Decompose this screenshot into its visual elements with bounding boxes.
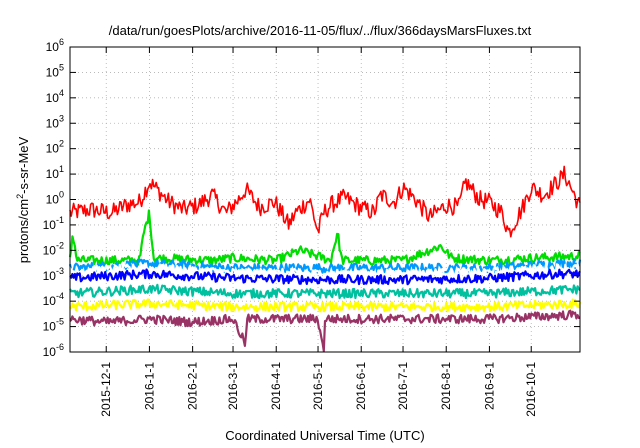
y-axis-label-suffix: -s-sr-MeV: [16, 136, 31, 193]
y-tick-exponent: -5: [56, 317, 64, 327]
y-tick-exponent: -3: [56, 266, 64, 276]
series-line: [69, 298, 582, 313]
y-tick-label: 102: [46, 139, 64, 156]
x-tick-label: 2016-8-1: [439, 362, 453, 410]
y-tick-exponent: 2: [59, 139, 64, 149]
x-tick-label: 2016-5-1: [311, 362, 325, 410]
y-tick-label: 10-1: [43, 215, 64, 232]
y-tick-label: 10-3: [43, 266, 64, 283]
y-tick-base: 10: [46, 142, 60, 156]
x-tick-label: 2016-4-1: [269, 362, 283, 410]
x-tick-label: 2016-3-1: [226, 362, 240, 410]
x-axis-label: Coordinated Universal Time (UTC): [225, 428, 424, 443]
chart-title: /data/run/goesPlots/archive/2016-11-05/f…: [109, 23, 532, 38]
series-group: [68, 165, 582, 353]
y-tick-base: 10: [43, 269, 57, 283]
y-tick-label: 105: [46, 62, 64, 79]
y-tick-label: 10-4: [43, 291, 64, 308]
y-tick-label: 103: [46, 113, 64, 130]
series-line: [68, 209, 581, 267]
y-tick-exponent: 3: [59, 113, 64, 123]
y-tick-base: 10: [46, 65, 60, 79]
y-tick-label: 10-2: [43, 240, 64, 257]
y-tick-exponent: -2: [56, 240, 64, 250]
y-tick-label: 101: [46, 164, 64, 181]
series-line: [69, 165, 581, 238]
y-tick-label: 10-5: [43, 317, 64, 334]
x-tick-label: 2015-12-1: [99, 362, 113, 417]
y-tick-label: 106: [46, 37, 64, 54]
y-tick-base: 10: [46, 91, 60, 105]
y-tick-base: 10: [43, 294, 57, 308]
y-tick-exponent: 5: [59, 62, 64, 72]
y-tick-base: 10: [43, 243, 57, 257]
y-tick-exponent: -1: [56, 215, 64, 225]
y-axis-label-prefix: protons/cm: [16, 199, 31, 263]
x-tick-label: 2016-1-1: [142, 362, 156, 410]
x-tick-label: 2016-2-1: [186, 362, 200, 410]
x-tick-label: 2016-6-1: [354, 362, 368, 410]
y-tick-exponent: 6: [59, 37, 64, 47]
y-tick-label: 10-6: [43, 342, 64, 359]
series-line: [69, 309, 580, 353]
axes: 10-610-510-410-310-210-11001011021031041…: [43, 37, 580, 417]
x-tick-label: 2016-10-1: [524, 362, 538, 417]
y-tick-base: 10: [43, 320, 57, 334]
series-line: [69, 268, 581, 286]
y-tick-label: 104: [46, 88, 64, 105]
y-tick-exponent: 0: [59, 190, 64, 200]
y-tick-base: 10: [46, 40, 60, 54]
y-tick-base: 10: [46, 167, 60, 181]
y-tick-exponent: -4: [56, 291, 64, 301]
y-tick-base: 10: [43, 218, 57, 232]
y-tick-exponent: -6: [56, 342, 64, 352]
x-tick-label: 2016-7-1: [396, 362, 410, 410]
y-tick-label: 100: [46, 190, 64, 207]
series-line: [69, 283, 581, 300]
y-axis-label-sup: 2: [15, 194, 25, 199]
y-tick-exponent: 1: [59, 164, 64, 174]
y-axis-label: protons/cm2-s-sr-MeV: [15, 136, 31, 263]
y-tick-base: 10: [46, 193, 60, 207]
y-tick-exponent: 4: [59, 88, 64, 98]
y-tick-base: 10: [46, 116, 60, 130]
x-tick-label: 2016-9-1: [482, 362, 496, 410]
y-tick-base: 10: [43, 345, 57, 359]
